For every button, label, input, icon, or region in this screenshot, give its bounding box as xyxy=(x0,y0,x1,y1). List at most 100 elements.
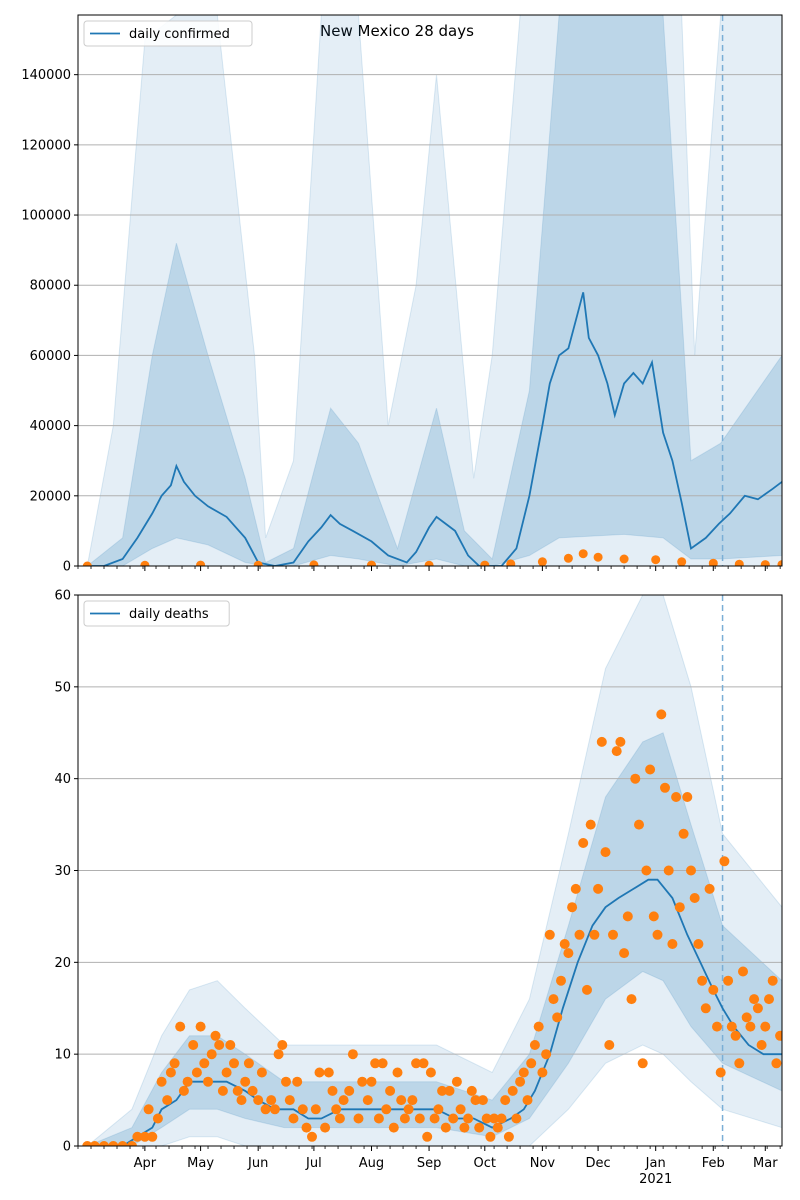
observed-point xyxy=(344,1085,355,1096)
observed-point xyxy=(331,1104,342,1115)
observed-point xyxy=(388,1122,399,1133)
observed-point xyxy=(760,560,770,566)
observed-point xyxy=(182,1076,193,1087)
observed-point xyxy=(327,1085,338,1096)
y-tick-label: 10 xyxy=(54,1048,71,1063)
observed-point xyxy=(320,1122,331,1133)
observed-point xyxy=(563,948,574,959)
observed-point xyxy=(477,1095,488,1106)
observed-point xyxy=(225,1040,236,1050)
observed-point xyxy=(269,1104,280,1115)
observed-point xyxy=(385,1085,396,1096)
observed-point xyxy=(175,1021,186,1032)
observed-point xyxy=(764,994,774,1005)
observed-point xyxy=(645,764,656,775)
observed-point xyxy=(217,1085,228,1096)
x-tick-label: Dec xyxy=(586,1156,611,1171)
observed-point xyxy=(444,1085,455,1096)
observed-point xyxy=(570,883,581,894)
y-tick-label: 140000 xyxy=(21,68,71,83)
observed-point xyxy=(622,911,633,922)
observed-point xyxy=(266,1095,277,1106)
observed-point xyxy=(715,1067,726,1078)
observed-point xyxy=(425,1067,436,1078)
observed-point xyxy=(518,1067,529,1078)
observed-point xyxy=(734,1058,745,1069)
observed-point xyxy=(203,1076,213,1087)
observed-point xyxy=(704,883,715,894)
observed-point xyxy=(626,994,637,1005)
y-tick-label: 0 xyxy=(63,560,71,575)
plot-area xyxy=(78,595,782,1146)
observed-point xyxy=(195,1021,206,1032)
confirmed-panel: 0 20000 40000 60000 80000 100000 120000 140000 d… xyxy=(21,14,783,575)
observed-point xyxy=(500,1095,511,1106)
observed-points xyxy=(82,549,782,566)
y-tick-label: 60 xyxy=(54,589,71,604)
observed-point xyxy=(451,1076,462,1087)
observed-point xyxy=(373,1113,384,1124)
observed-point xyxy=(414,1113,425,1124)
y-tick-label: 40 xyxy=(54,772,71,787)
observed-point xyxy=(424,560,434,566)
observed-point xyxy=(506,559,516,566)
y-tick-label: 0 xyxy=(63,1140,71,1155)
x-tick-label: Jan xyxy=(645,1156,666,1171)
observed-point xyxy=(288,1113,299,1124)
shared-x-axis: Apr May Jun Jul Aug Sep Oct Nov Dec Jan Feb Mar 2021 xyxy=(134,1156,779,1187)
observed-point xyxy=(466,1085,477,1096)
observed-point xyxy=(775,1030,782,1041)
inner-interval-band xyxy=(86,15,782,566)
observed-point xyxy=(367,560,376,566)
observed-point xyxy=(537,557,547,566)
observed-point xyxy=(366,1076,377,1087)
observed-point xyxy=(559,939,570,949)
observed-point xyxy=(199,1058,210,1069)
observed-point xyxy=(637,1058,648,1069)
observed-point xyxy=(140,560,150,566)
observed-point xyxy=(126,1141,137,1146)
observed-point xyxy=(585,819,596,830)
observed-point xyxy=(533,1021,544,1032)
observed-point xyxy=(206,1049,217,1060)
observed-point xyxy=(652,929,663,940)
observed-point xyxy=(660,782,670,793)
observed-point xyxy=(777,560,782,566)
observed-point xyxy=(589,929,600,940)
observed-point xyxy=(697,975,708,986)
observed-point xyxy=(396,1095,407,1106)
observed-point xyxy=(392,1067,403,1078)
observed-point xyxy=(162,1095,173,1106)
observed-point xyxy=(489,1113,500,1124)
observed-point xyxy=(411,1058,422,1069)
observed-point xyxy=(544,929,555,940)
y-tick-label: 100000 xyxy=(21,209,71,224)
observed-point xyxy=(741,1012,752,1023)
observed-point xyxy=(600,847,611,858)
observed-point xyxy=(399,1113,410,1124)
observed-point xyxy=(593,552,603,562)
observed-point xyxy=(309,560,319,566)
plot-area xyxy=(78,15,782,566)
observed-point xyxy=(277,1040,288,1050)
observed-point xyxy=(596,736,607,747)
observed-point xyxy=(347,1049,358,1060)
observed-point xyxy=(323,1067,334,1078)
observed-point xyxy=(314,1067,325,1078)
observed-point xyxy=(232,1085,243,1096)
legend-box xyxy=(83,20,253,47)
observed-point xyxy=(334,1113,345,1124)
observed-point xyxy=(619,948,630,959)
observed-point xyxy=(407,1095,418,1106)
observed-point xyxy=(678,828,689,839)
observed-point xyxy=(682,792,693,802)
observed-point xyxy=(253,1095,264,1106)
observed-point xyxy=(108,1141,119,1146)
observed-point xyxy=(663,865,674,876)
y-tick-label: 120000 xyxy=(21,138,71,153)
observed-point xyxy=(437,1085,448,1096)
observed-point xyxy=(196,560,206,566)
y-tick-label: 20000 xyxy=(30,489,71,504)
observed-point xyxy=(362,1095,373,1106)
